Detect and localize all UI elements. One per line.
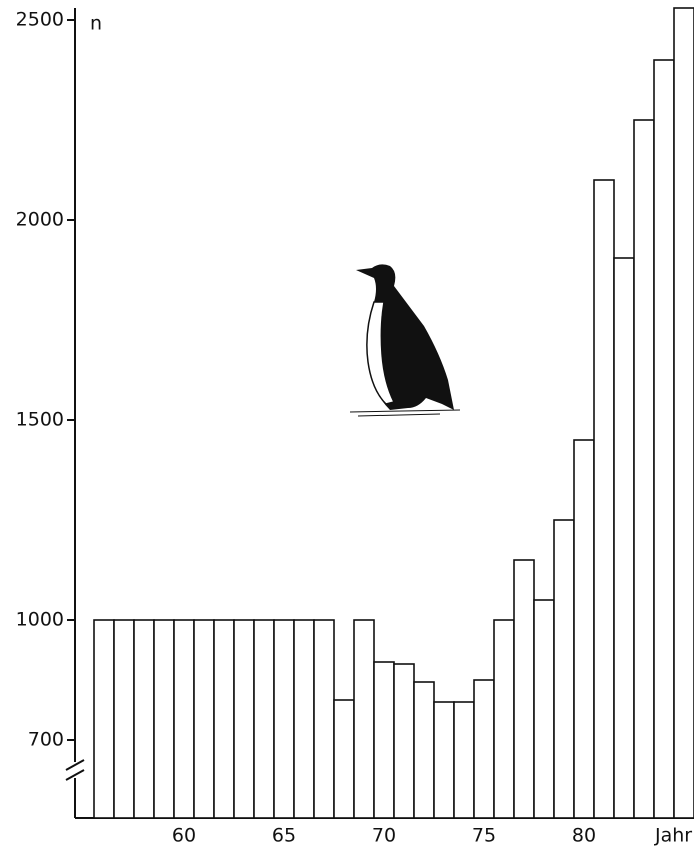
bar (434, 702, 454, 818)
axis-break (66, 760, 84, 780)
bar (374, 662, 394, 818)
bar (614, 258, 634, 818)
bar (654, 60, 674, 818)
bar (154, 620, 174, 818)
bar (314, 620, 334, 818)
bar (394, 664, 414, 818)
x-tick-label: 65 (272, 825, 296, 847)
chart: n Jahr 700 1000 1500 2000 2500 60 65 70 75 80 (0, 0, 694, 852)
bar (594, 180, 614, 818)
y-tick-label: 2000 (16, 209, 64, 231)
x-tick-label: 75 (472, 825, 496, 847)
bar (474, 680, 494, 818)
x-tick-label: 60 (172, 825, 196, 847)
bar (634, 120, 654, 818)
y-tick-label: 1000 (16, 609, 64, 631)
bar (554, 520, 574, 818)
bar (174, 620, 194, 818)
bar (274, 620, 294, 818)
bar (674, 8, 694, 818)
bar (534, 600, 554, 818)
bar (234, 620, 254, 818)
x-tick-label: 80 (572, 825, 596, 847)
bar (414, 682, 434, 818)
y-tick-label: 700 (28, 729, 64, 751)
bar (294, 620, 314, 818)
bar (574, 440, 594, 818)
bar (114, 620, 134, 818)
bird-illustration (350, 264, 460, 416)
bar (194, 620, 214, 818)
bar (494, 620, 514, 818)
bar (514, 560, 534, 818)
y-tick-label: 1500 (16, 409, 64, 431)
bar (214, 620, 234, 818)
bar (94, 620, 114, 818)
x-axis-label: Jahr (654, 825, 692, 847)
y-tick-label: 2500 (16, 9, 64, 31)
bar (354, 620, 374, 818)
bar (454, 702, 474, 818)
y-axis-label: n (90, 13, 102, 35)
bar (134, 620, 154, 818)
x-tick-label: 70 (372, 825, 396, 847)
bar (334, 700, 354, 818)
bar (254, 620, 274, 818)
